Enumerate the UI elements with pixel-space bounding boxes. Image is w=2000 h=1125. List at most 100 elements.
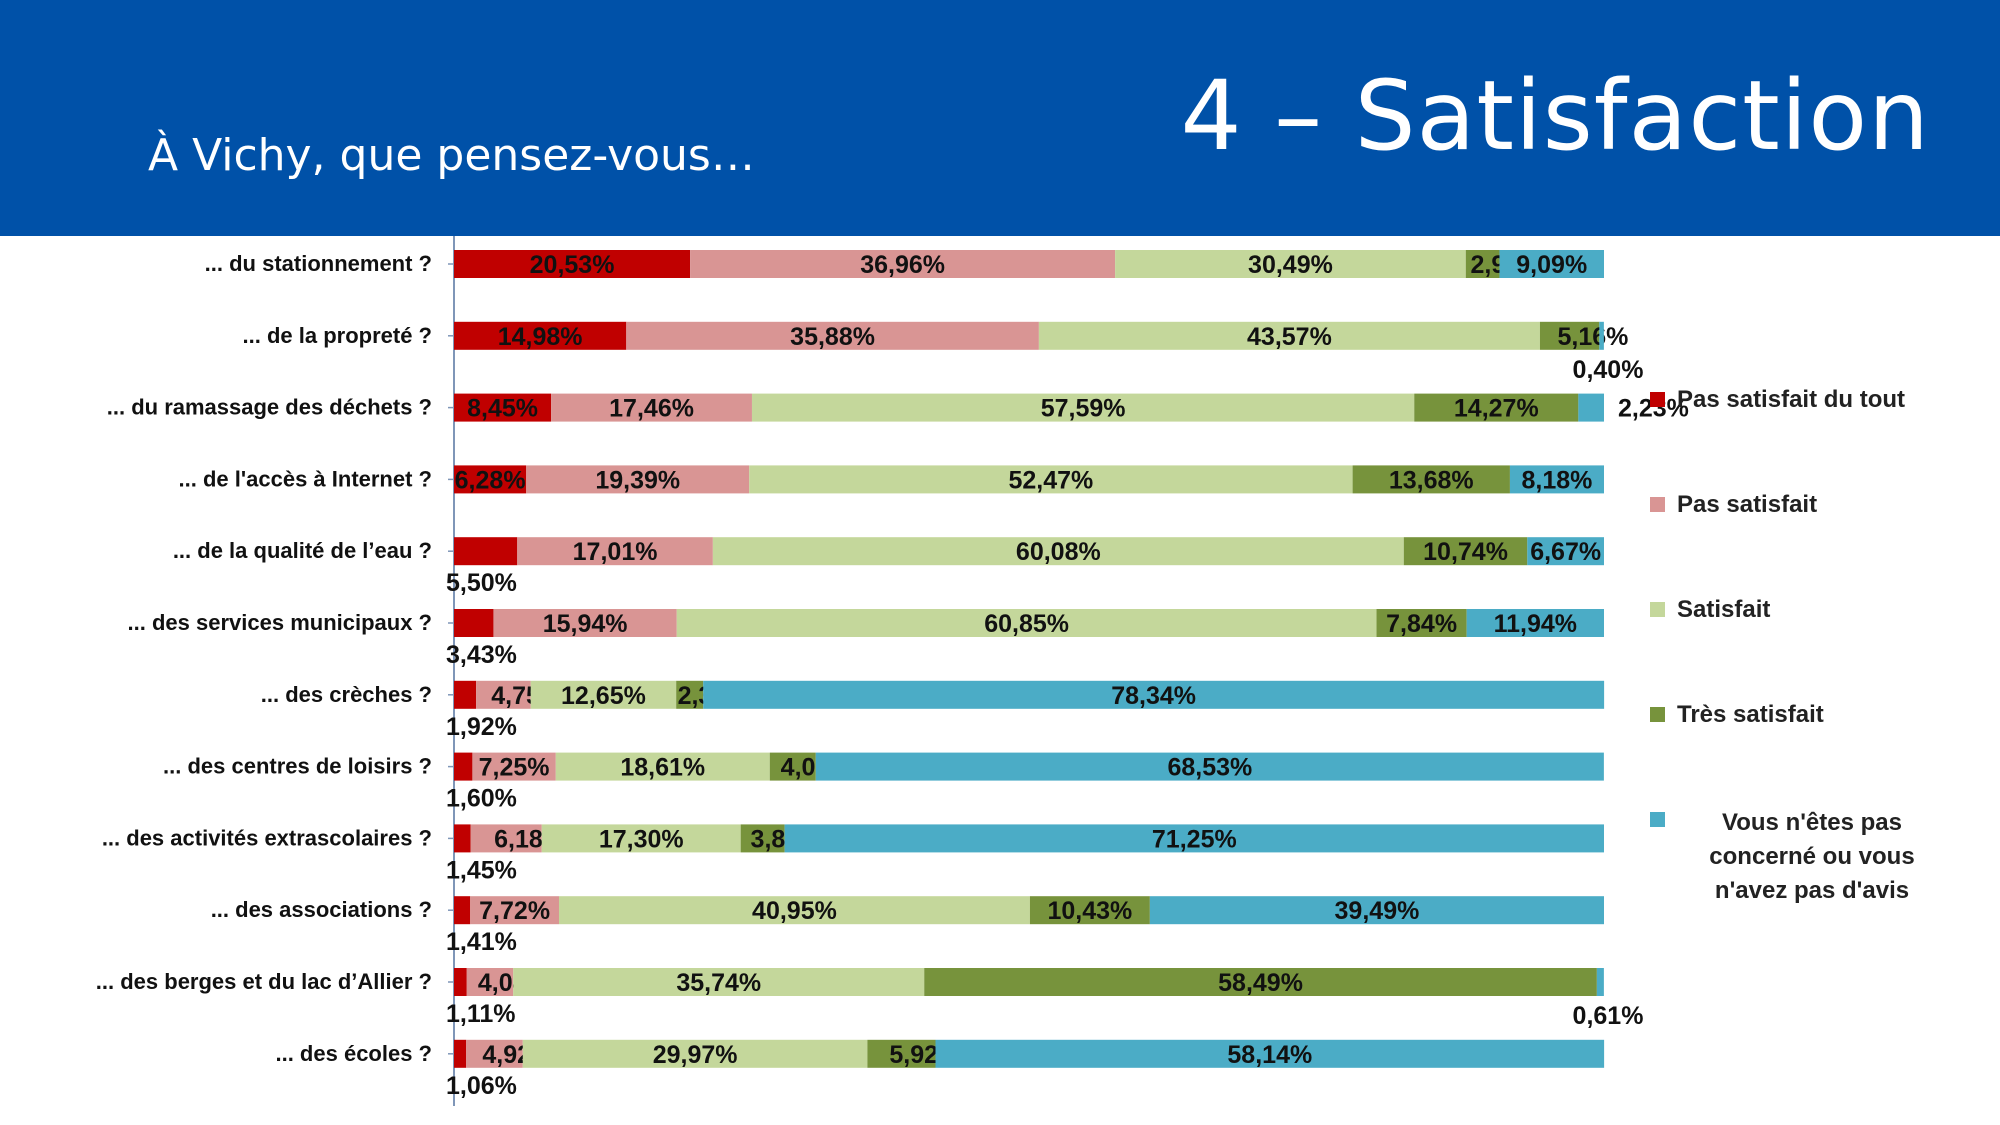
data-label: 8,18% — [1522, 466, 1593, 494]
bar-segment — [493, 609, 677, 637]
data-label: 60,85% — [984, 610, 1069, 638]
data-label: 29,97% — [653, 1041, 738, 1069]
bar-segment — [466, 1039, 523, 1068]
data-label: 40,95% — [752, 897, 837, 925]
legend-swatch — [1650, 812, 1665, 827]
bar-segment — [1539, 321, 1600, 350]
legend-item-pas-satisfait-du-tout: Pas satisfait du tout — [1650, 386, 1905, 414]
legend-swatch — [1650, 497, 1665, 512]
bar-segment — [784, 824, 1604, 853]
data-label: 3,43% — [446, 641, 517, 669]
bar-segment — [522, 1039, 868, 1068]
bar-segment — [1403, 537, 1528, 566]
bar-segment — [472, 752, 556, 781]
data-label: 60,08% — [1016, 538, 1101, 566]
data-label: 78,34% — [1111, 682, 1196, 710]
bar-segment — [676, 609, 1377, 637]
bar-segment — [517, 537, 713, 566]
bar-segment — [1414, 393, 1579, 422]
data-label: 7,72% — [479, 897, 550, 925]
bar-segment — [924, 968, 1597, 996]
bar-segment — [555, 752, 770, 781]
bar-segment — [690, 250, 1116, 278]
bar-segment — [1466, 609, 1604, 637]
data-label: 0,61% — [1573, 1002, 1644, 1030]
data-label: 17,30% — [599, 825, 684, 853]
data-label: 1,60% — [446, 785, 517, 813]
data-label: 13,68% — [1389, 466, 1474, 494]
page-subtitle: À Vichy, que pensez-vous… — [148, 130, 755, 181]
bar-segment — [740, 824, 785, 853]
bar-segment — [1596, 968, 1604, 996]
data-label: 8,45% — [467, 395, 538, 423]
data-label: 12,65% — [561, 682, 646, 710]
bar-segment — [476, 680, 531, 709]
data-label: 17,46% — [609, 395, 694, 423]
data-label: 43,57% — [1247, 323, 1332, 351]
bar-segment — [551, 393, 752, 422]
data-label: 71,25% — [1152, 825, 1237, 853]
data-label: 1,92% — [446, 713, 517, 741]
data-label: 36,96% — [860, 251, 945, 279]
bar-segment — [712, 537, 1404, 566]
legend-label: Satisfait — [1677, 596, 1771, 623]
bar-segment — [703, 680, 1605, 709]
bar-segment — [470, 824, 542, 853]
category-label: ... des crèches ? — [261, 682, 432, 707]
bar-segment — [1115, 250, 1466, 278]
data-label: 0,40% — [1573, 356, 1644, 384]
bar-segment — [454, 1039, 467, 1068]
bar-segment — [751, 393, 1415, 422]
legend-item-non-concerne: Vous n'êtes pas concerné ou vous n'avez … — [1650, 806, 1947, 908]
data-label: 58,14% — [1227, 1041, 1312, 1069]
bar-segment — [454, 609, 494, 637]
data-label: 57,59% — [1041, 395, 1126, 423]
bar-segment — [454, 250, 691, 278]
header-banner: À Vichy, que pensez-vous… 4 – Satisfacti… — [0, 0, 2000, 236]
category-label: ... de la qualité de l’eau ? — [173, 538, 432, 563]
data-label: 7,25% — [479, 754, 550, 782]
legend-label: Vous n'êtes pas concerné ou vous n'avez … — [1709, 809, 1915, 904]
page-title: 4 – Satisfaction — [1180, 60, 1930, 172]
bar-segment — [530, 680, 677, 709]
category-label: ... des associations ? — [211, 897, 432, 922]
data-label: 11,94% — [1494, 610, 1577, 638]
data-label: 7,84% — [1386, 610, 1457, 638]
bar-segment — [1029, 896, 1150, 925]
data-label: 9,09% — [1516, 251, 1587, 279]
data-label: 6,67% — [1530, 538, 1601, 566]
category-label: ... des centres de loisirs ? — [163, 754, 432, 779]
data-label: 14,27% — [1454, 395, 1539, 423]
legend-label: Pas satisfait — [1677, 491, 1818, 518]
bar-segment — [541, 824, 741, 853]
bar-segment — [1578, 393, 1604, 422]
data-label: 39,49% — [1335, 897, 1420, 925]
bar-segment — [1352, 465, 1510, 494]
category-label: ... des activités extrascolaires ? — [102, 825, 432, 850]
bar-segment — [558, 896, 1030, 925]
bar-segment — [454, 321, 627, 350]
data-label: 35,74% — [676, 969, 761, 997]
bar-segment — [1527, 537, 1604, 566]
bar-segment — [1038, 321, 1540, 350]
data-label: 35,88% — [790, 323, 875, 351]
data-label: 68,53% — [1167, 754, 1252, 782]
bar-segment — [454, 752, 473, 781]
category-label: ... du ramassage des déchets ? — [107, 395, 432, 420]
data-label: 30,49% — [1248, 251, 1333, 279]
bar-segment — [526, 465, 750, 494]
category-label: ... des services municipaux ? — [128, 610, 432, 635]
bar-segment — [749, 465, 1353, 494]
bar-segment — [626, 321, 1039, 350]
bar-segment — [769, 752, 816, 781]
data-label: 17,01% — [573, 538, 658, 566]
data-label: 1,41% — [446, 928, 517, 956]
legend-swatch — [1650, 602, 1665, 617]
bar-segment — [1465, 250, 1500, 278]
data-label: 20,53% — [530, 251, 615, 279]
data-label: 14,98% — [498, 323, 583, 351]
data-label: 1,11% — [446, 1000, 516, 1028]
data-label: 1,06% — [446, 1072, 517, 1100]
bar-segment — [1149, 896, 1604, 925]
data-label: 58,49% — [1218, 969, 1303, 997]
